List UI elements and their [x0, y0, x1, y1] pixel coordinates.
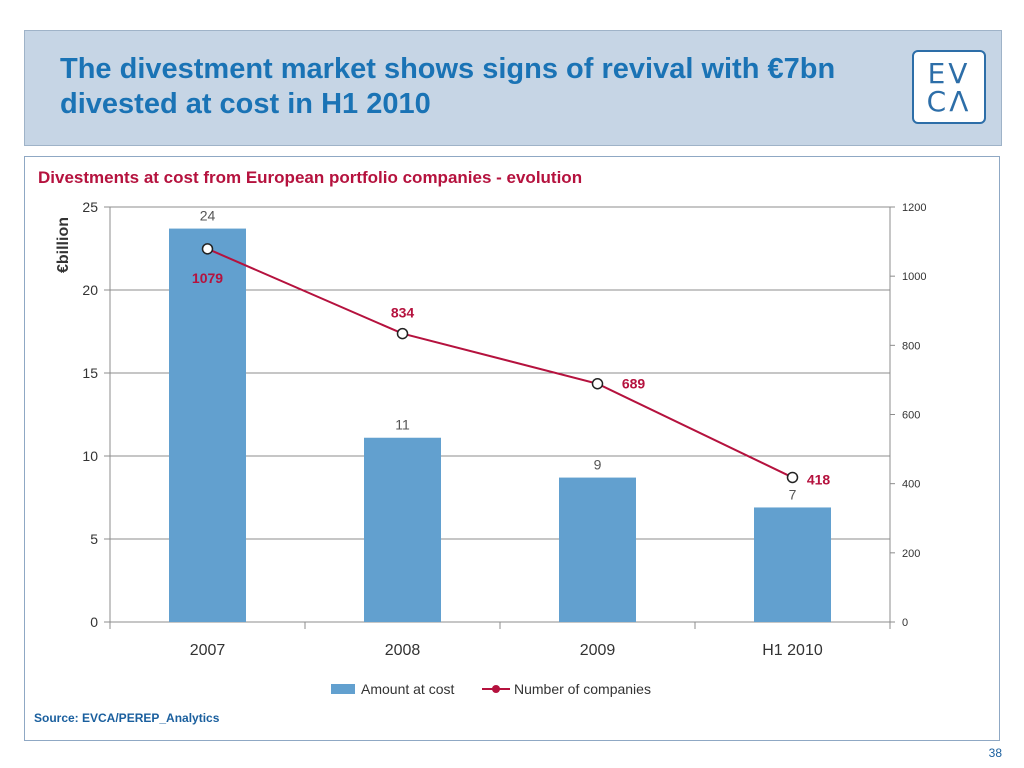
bar-value-label: 7: [789, 486, 797, 502]
y2-tick-label: 1000: [902, 271, 926, 283]
bars-layer: [169, 228, 831, 622]
y-tick-label: 25: [82, 199, 98, 215]
y-tick-label: 20: [82, 282, 98, 298]
line-value-label: 689: [622, 376, 646, 392]
page-number: 38: [988, 746, 1002, 760]
y-tick-label: 15: [82, 365, 98, 381]
y2-tick-label: 800: [902, 340, 920, 352]
evca-logo: EV CΛ: [912, 50, 986, 124]
line-point: [396, 327, 409, 340]
legend-label-bar: Amount at cost: [361, 681, 454, 697]
slide-title: The divestment market shows signs of rev…: [60, 53, 836, 120]
bar-value-label: 9: [594, 457, 602, 473]
y2-tick-label: 200: [902, 548, 920, 560]
y2-tick-label: 400: [902, 479, 920, 491]
chart-title: Divestments at cost from European portfo…: [38, 168, 583, 187]
x-tick-label: 2009: [580, 642, 616, 659]
y2-tick-label: 0: [902, 617, 908, 629]
header-band: [24, 30, 1002, 146]
bar-value-label: 11: [395, 417, 410, 433]
y-axis-label: €billion: [55, 217, 72, 273]
x-tick-label: H1 2010: [762, 642, 823, 659]
labels-layer: 24 11 9 7 1079 834 689 418: [192, 208, 830, 503]
bar: [559, 477, 636, 622]
logo-line-1: EV: [927, 57, 971, 90]
chart-legend: Amount at cost Number of companies: [331, 681, 651, 697]
x-tick-label: 2007: [190, 642, 226, 659]
line-value-label: 418: [807, 471, 831, 487]
bar-value-label: 24: [200, 208, 216, 224]
bar: [169, 228, 246, 622]
line-layer: [201, 243, 799, 484]
bar: [364, 437, 441, 622]
line-value-label: 1079: [192, 270, 223, 286]
line-value-label: 834: [391, 305, 415, 321]
legend-marker: [492, 685, 500, 693]
legend-swatch-bar: [331, 684, 355, 694]
legend-label-line: Number of companies: [514, 681, 651, 697]
x-tick-label: 2008: [385, 642, 421, 659]
line-series: [207, 247, 793, 479]
source-note: Source: EVCA/PEREP_Analytics: [34, 711, 220, 725]
y2-tick-label: 1200: [902, 202, 926, 214]
logo-line-2: CΛ: [926, 85, 972, 118]
line-point: [201, 243, 214, 255]
line-point: [591, 377, 604, 390]
line-point: [786, 471, 799, 484]
y-tick-label: 0: [90, 614, 98, 630]
y2-tick-label: 600: [902, 410, 920, 422]
bar: [754, 507, 831, 622]
y-tick-label: 10: [82, 448, 98, 464]
y-tick-label: 5: [90, 531, 98, 547]
